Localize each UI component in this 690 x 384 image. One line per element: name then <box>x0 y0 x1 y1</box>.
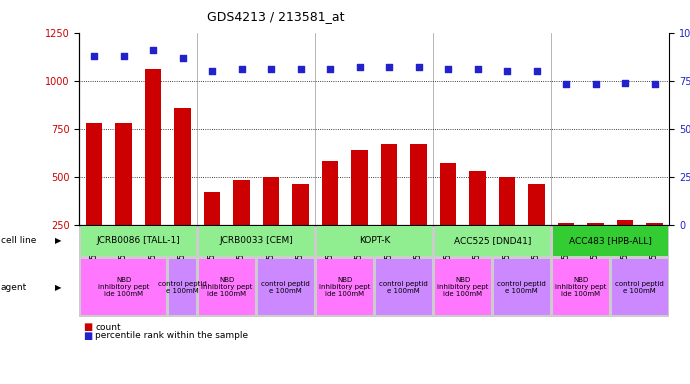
Bar <box>145 69 161 273</box>
Point <box>502 68 513 74</box>
Point <box>236 66 247 72</box>
Text: GDS4213 / 213581_at: GDS4213 / 213581_at <box>207 10 345 23</box>
Text: JCRB0033 [CEM]: JCRB0033 [CEM] <box>219 237 293 245</box>
Bar <box>469 171 486 273</box>
Bar <box>175 108 190 273</box>
Bar <box>529 184 544 273</box>
Point <box>560 81 571 88</box>
Bar <box>381 144 397 273</box>
Text: NBD
inhibitory pept
ide 100mM: NBD inhibitory pept ide 100mM <box>201 277 253 297</box>
Text: control peptid
e 100mM: control peptid e 100mM <box>380 281 428 293</box>
Point <box>266 66 277 72</box>
Text: control peptid
e 100mM: control peptid e 100mM <box>158 281 207 293</box>
Text: control peptid
e 100mM: control peptid e 100mM <box>262 281 310 293</box>
Point <box>295 66 306 72</box>
Text: ▶: ▶ <box>55 283 62 291</box>
Text: control peptid
e 100mM: control peptid e 100mM <box>615 281 664 293</box>
Text: NBD
inhibitory pept
ide 100mM: NBD inhibitory pept ide 100mM <box>98 277 149 297</box>
Bar <box>558 223 574 273</box>
Point <box>472 66 483 72</box>
Text: ▶: ▶ <box>55 237 62 245</box>
Text: cell line: cell line <box>1 237 36 245</box>
Text: ■: ■ <box>83 331 92 341</box>
Point <box>354 64 365 70</box>
Point <box>620 79 631 86</box>
Bar <box>233 180 250 273</box>
Text: ACC483 [HPB-ALL]: ACC483 [HPB-ALL] <box>569 237 652 245</box>
Bar <box>647 223 662 273</box>
Text: JCRB0086 [TALL-1]: JCRB0086 [TALL-1] <box>97 237 180 245</box>
Point <box>118 53 129 59</box>
Text: control peptid
e 100mM: control peptid e 100mM <box>497 281 546 293</box>
Point <box>531 68 542 74</box>
Point <box>148 47 159 53</box>
Bar <box>293 184 308 273</box>
Point <box>590 81 601 88</box>
Bar <box>115 123 132 273</box>
Bar <box>617 220 633 273</box>
Text: NBD
inhibitory pept
ide 100mM: NBD inhibitory pept ide 100mM <box>437 277 489 297</box>
Text: ACC525 [DND41]: ACC525 [DND41] <box>453 237 531 245</box>
Text: NBD
inhibitory pept
ide 100mM: NBD inhibitory pept ide 100mM <box>555 277 607 297</box>
Text: ■: ■ <box>83 322 92 332</box>
Bar <box>499 177 515 273</box>
Point <box>206 68 217 74</box>
Bar <box>351 150 368 273</box>
Point <box>442 66 453 72</box>
Text: percentile rank within the sample: percentile rank within the sample <box>95 331 248 341</box>
Point <box>88 53 99 59</box>
Point <box>177 55 188 61</box>
Bar <box>587 223 604 273</box>
Text: KOPT-K: KOPT-K <box>359 237 390 245</box>
Text: count: count <box>95 323 121 332</box>
Text: NBD
inhibitory pept
ide 100mM: NBD inhibitory pept ide 100mM <box>319 277 371 297</box>
Bar <box>263 177 279 273</box>
Bar <box>411 144 426 273</box>
Text: agent: agent <box>1 283 27 291</box>
Point <box>324 66 335 72</box>
Bar <box>440 163 456 273</box>
Point <box>413 64 424 70</box>
Bar <box>204 192 220 273</box>
Point <box>649 81 660 88</box>
Bar <box>86 123 102 273</box>
Bar <box>322 161 338 273</box>
Point <box>384 64 395 70</box>
